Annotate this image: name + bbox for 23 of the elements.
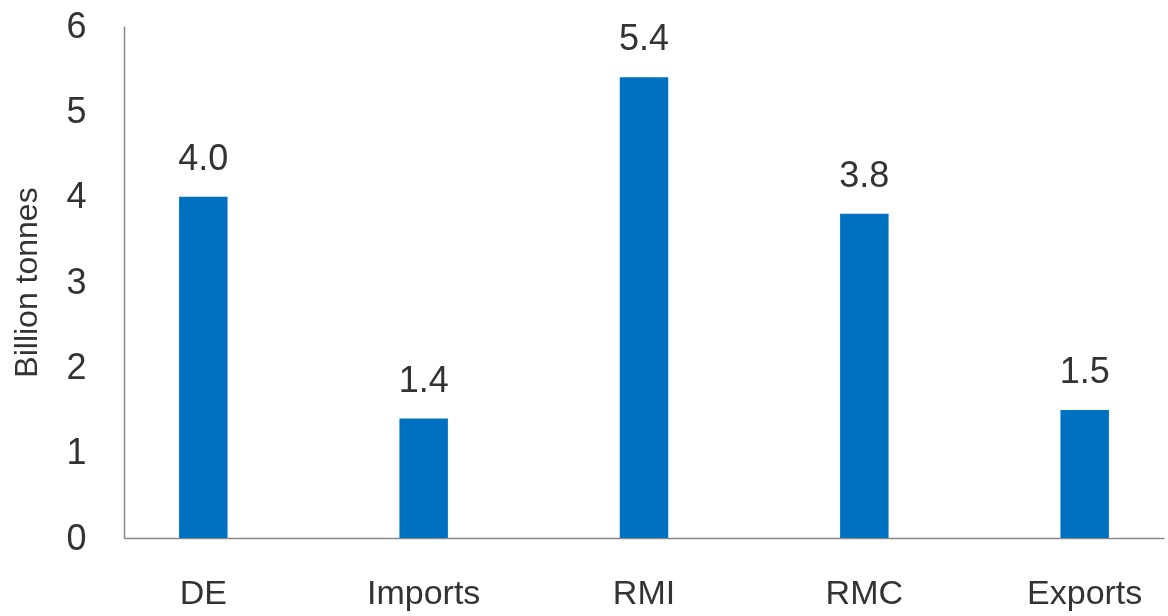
y-tick-label: 1 bbox=[66, 431, 87, 473]
bar bbox=[399, 418, 448, 538]
data-label: 1.5 bbox=[1059, 350, 1110, 391]
y-tick-label: 4 bbox=[66, 175, 87, 217]
y-tick-label: 5 bbox=[66, 89, 87, 131]
x-tick-label: Imports bbox=[366, 572, 481, 611]
bar bbox=[179, 196, 228, 538]
y-tick-label: 3 bbox=[66, 260, 87, 302]
x-tick-label: RMC bbox=[825, 572, 904, 611]
x-tick-label: RMI bbox=[612, 572, 676, 611]
bar bbox=[840, 213, 889, 538]
data-label: 5.4 bbox=[618, 17, 670, 59]
x-tick-label: Exports bbox=[1027, 572, 1143, 611]
y-tick-label: 0 bbox=[66, 516, 87, 558]
data-label: 3.8 bbox=[839, 153, 890, 195]
data-label: 1.4 bbox=[398, 358, 449, 400]
bar bbox=[1060, 410, 1109, 538]
y-axis-title: Billion tonnes bbox=[8, 187, 45, 378]
y-tick-label: 2 bbox=[66, 345, 87, 387]
x-tick-label: DE bbox=[179, 572, 227, 611]
y-tick-label: 6 bbox=[66, 4, 87, 46]
data-label: 4.0 bbox=[178, 136, 229, 178]
bar bbox=[619, 77, 669, 538]
